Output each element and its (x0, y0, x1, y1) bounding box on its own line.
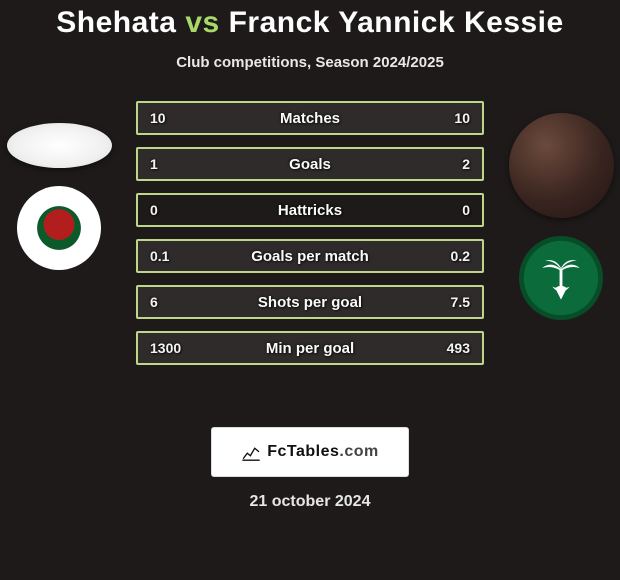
title-player2: Franck Yannick Kessie (229, 6, 564, 39)
stat-bar: 0.1Goals per match0.2 (136, 239, 484, 273)
stat-label: Shots per goal (138, 294, 482, 311)
stat-value-right: 493 (447, 340, 470, 356)
comparison-title: Shehata vs Franck Yannick Kessie (0, 0, 620, 40)
player2-avatar (509, 113, 614, 218)
stat-bar: 10Matches10 (136, 101, 484, 135)
stat-bar: 1Goals2 (136, 147, 484, 181)
subtitle: Club competitions, Season 2024/2025 (0, 54, 620, 71)
brand-text-domain: .com (339, 443, 378, 460)
stat-label: Matches (138, 110, 482, 127)
stat-bar: 6Shots per goal7.5 (136, 285, 484, 319)
brand-text-main: FcTables (267, 443, 339, 460)
stat-label: Goals (138, 156, 482, 173)
palm-tree-icon (538, 255, 584, 301)
date-label: 21 october 2024 (0, 493, 620, 511)
stat-value-right: 2 (462, 156, 470, 172)
brand-badge: FcTables.com (211, 427, 409, 477)
stat-label: Min per goal (138, 340, 482, 357)
stat-bar: 0Hattricks0 (136, 193, 484, 227)
stat-value-right: 7.5 (451, 294, 470, 310)
stat-bars: 10Matches10 1Goals2 0Hattricks0 0.1Goals pe… (136, 101, 484, 365)
stat-label: Hattricks (138, 202, 482, 219)
player1-avatar (7, 123, 112, 168)
title-player1: Shehata (56, 6, 176, 39)
title-vs: vs (185, 6, 219, 39)
player1-club-badge (17, 186, 101, 270)
brand-text: FcTables.com (267, 443, 379, 461)
stat-value-right: 0 (462, 202, 470, 218)
right-column (506, 113, 616, 320)
brand-logo-icon (241, 442, 261, 462)
left-column (4, 113, 114, 270)
comparison-body: 10Matches10 1Goals2 0Hattricks0 0.1Goals pe… (0, 101, 620, 401)
stat-value-right: 0.2 (451, 248, 470, 264)
stat-bar: 1300Min per goal493 (136, 331, 484, 365)
stat-value-right: 10 (454, 110, 470, 126)
player2-club-badge (519, 236, 603, 320)
stat-label: Goals per match (138, 248, 482, 265)
